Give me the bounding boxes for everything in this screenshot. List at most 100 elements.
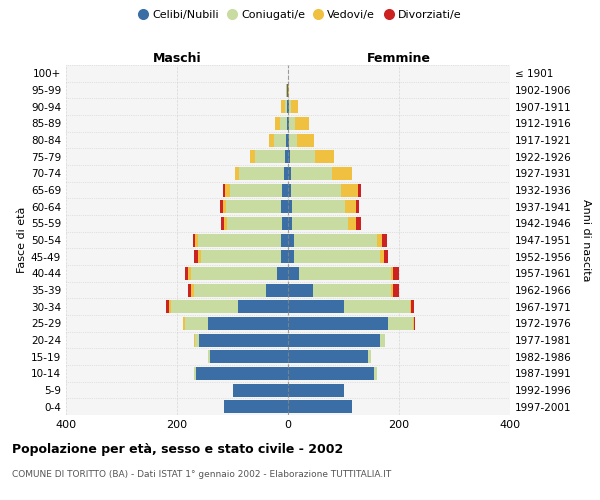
Text: Maschi: Maschi [152, 52, 202, 65]
Bar [226, 200, 281, 213]
Bar [194, 367, 196, 380]
Bar [274, 134, 286, 146]
Bar [292, 200, 345, 213]
Bar [341, 184, 358, 196]
Bar [288, 134, 289, 146]
Bar [196, 367, 288, 380]
Bar [295, 117, 309, 130]
Bar [283, 184, 288, 196]
Bar [292, 217, 348, 230]
Bar [374, 367, 377, 380]
Bar [384, 250, 388, 263]
Y-axis label: Anni di nascita: Anni di nascita [581, 198, 591, 281]
Bar [182, 317, 185, 330]
Bar [332, 167, 352, 180]
Bar [199, 334, 288, 346]
Text: COMUNE DI TORITTO (BA) - Dati ISTAT 1° gennaio 2002 - Elaborazione TUTTITALIA.IT: COMUNE DI TORITTO (BA) - Dati ISTAT 1° g… [12, 470, 391, 479]
Bar [223, 200, 226, 213]
Bar [194, 334, 195, 346]
Bar [225, 184, 230, 196]
Bar [286, 134, 288, 146]
Bar [394, 284, 399, 296]
Bar [191, 284, 194, 296]
Bar [391, 267, 394, 280]
Bar [281, 200, 288, 213]
Bar [281, 234, 288, 246]
Bar [293, 234, 377, 246]
Bar [288, 334, 380, 346]
Bar [235, 167, 239, 180]
Y-axis label: Fasce di età: Fasce di età [17, 207, 27, 273]
Bar [288, 267, 299, 280]
Bar [291, 167, 332, 180]
Bar [230, 184, 283, 196]
Bar [380, 334, 385, 346]
Bar [285, 100, 287, 113]
Bar [313, 284, 391, 296]
Bar [208, 350, 211, 363]
Bar [287, 117, 288, 130]
Bar [292, 184, 341, 196]
Bar [343, 300, 410, 313]
Bar [288, 367, 374, 380]
Bar [288, 184, 292, 196]
Bar [185, 317, 208, 330]
Bar [194, 284, 266, 296]
Bar [166, 300, 169, 313]
Bar [239, 167, 284, 180]
Bar [288, 284, 313, 296]
Bar [220, 200, 223, 213]
Bar [290, 150, 314, 163]
Bar [198, 234, 281, 246]
Bar [368, 350, 371, 363]
Bar [288, 234, 293, 246]
Bar [288, 217, 292, 230]
Bar [277, 267, 288, 280]
Bar [196, 234, 198, 246]
Bar [288, 350, 368, 363]
Bar [269, 134, 274, 146]
Bar [377, 234, 382, 246]
Bar [345, 200, 356, 213]
Bar [191, 267, 277, 280]
Bar [185, 267, 188, 280]
Bar [314, 150, 334, 163]
Bar [169, 300, 172, 313]
Bar [380, 250, 384, 263]
Text: Popolazione per età, sesso e stato civile - 2002: Popolazione per età, sesso e stato civil… [12, 442, 343, 456]
Bar [292, 100, 298, 113]
Bar [289, 100, 292, 113]
Bar [255, 150, 285, 163]
Bar [288, 400, 352, 413]
Bar [201, 250, 281, 263]
Bar [348, 217, 356, 230]
Bar [411, 300, 414, 313]
Bar [298, 134, 314, 146]
Bar [288, 317, 388, 330]
Bar [208, 317, 288, 330]
Bar [188, 284, 191, 296]
Text: Femmine: Femmine [367, 52, 431, 65]
Bar [358, 184, 361, 196]
Bar [394, 267, 399, 280]
Bar [288, 200, 292, 213]
Bar [172, 300, 238, 313]
Bar [356, 200, 359, 213]
Bar [238, 300, 288, 313]
Legend: Celibi/Nubili, Coniugati/e, Vedovi/e, Divorziati/e: Celibi/Nubili, Coniugati/e, Vedovi/e, Di… [134, 6, 466, 25]
Bar [224, 400, 288, 413]
Bar [250, 150, 254, 163]
Bar [414, 317, 415, 330]
Bar [188, 267, 191, 280]
Bar [193, 234, 196, 246]
Bar [286, 84, 287, 96]
Bar [221, 217, 224, 230]
Bar [288, 84, 289, 96]
Bar [285, 150, 288, 163]
Bar [224, 217, 227, 230]
Bar [288, 150, 290, 163]
Bar [280, 117, 287, 130]
Bar [382, 234, 387, 246]
Bar [299, 267, 391, 280]
Bar [281, 250, 288, 263]
